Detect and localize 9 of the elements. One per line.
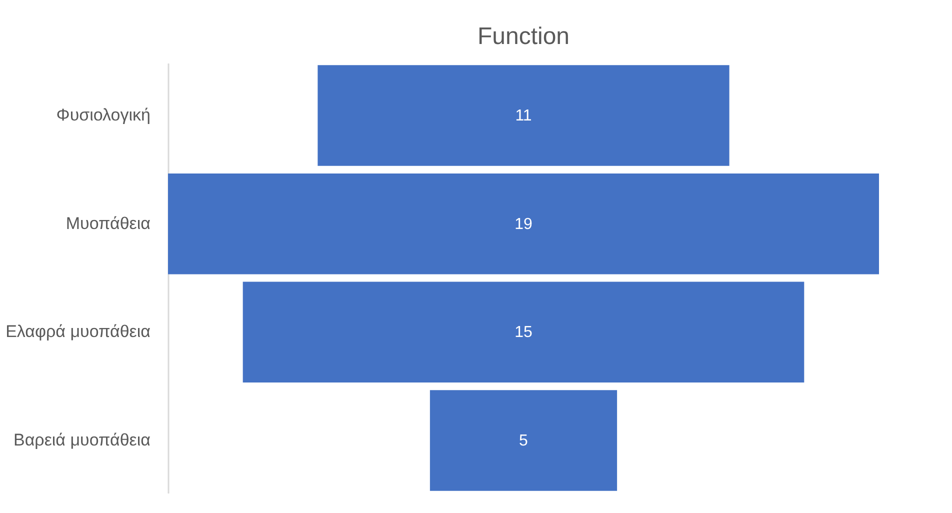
- category-label: Βαρειά μυοπάθεια: [13, 430, 151, 450]
- data-label: 15: [514, 324, 532, 342]
- category-label: Φυσιολογική: [56, 106, 150, 125]
- data-label: 19: [514, 216, 532, 233]
- data-label: 5: [519, 432, 528, 450]
- category-label: Μυοπάθεια: [66, 214, 151, 233]
- category-label: Ελαφρά μυοπάθεια: [6, 322, 151, 342]
- data-label: 11: [515, 108, 532, 125]
- text: Function: [477, 23, 570, 50]
